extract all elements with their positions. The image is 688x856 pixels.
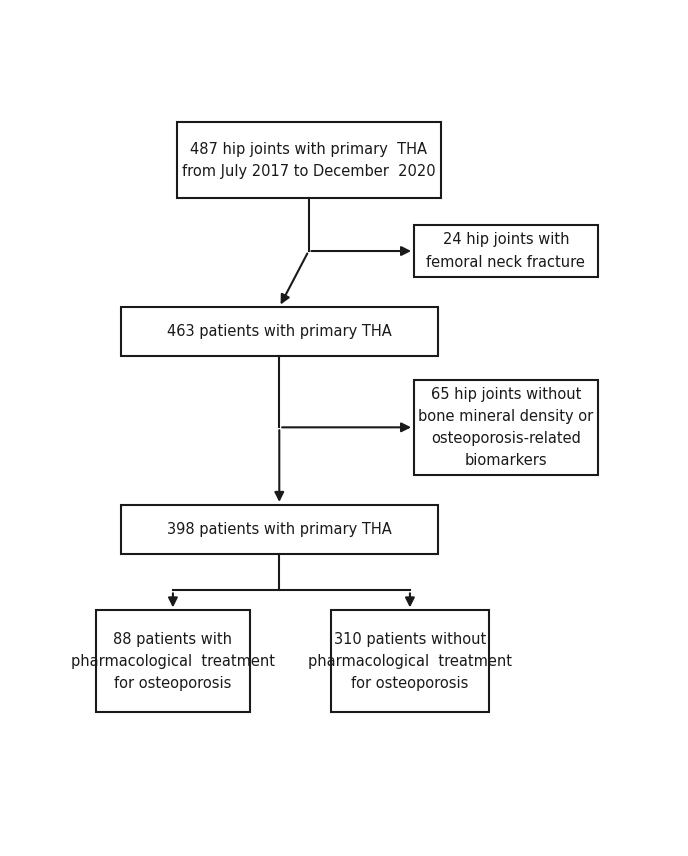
Text: 24 hip joints with
femoral neck fracture: 24 hip joints with femoral neck fracture: [427, 233, 585, 270]
FancyBboxPatch shape: [177, 122, 440, 199]
Text: 487 hip joints with primary  THA
from July 2017 to December  2020: 487 hip joints with primary THA from Jul…: [182, 142, 436, 179]
Text: 463 patients with primary THA: 463 patients with primary THA: [167, 324, 391, 339]
FancyBboxPatch shape: [414, 224, 598, 277]
Text: 310 patients without
pharmacological  treatment
for osteoporosis: 310 patients without pharmacological tre…: [308, 632, 512, 691]
FancyBboxPatch shape: [120, 307, 438, 356]
FancyBboxPatch shape: [96, 610, 250, 712]
Text: 398 patients with primary THA: 398 patients with primary THA: [167, 522, 391, 537]
FancyBboxPatch shape: [120, 505, 438, 554]
Text: 88 patients with
pharmacological  treatment
for osteoporosis: 88 patients with pharmacological treatme…: [71, 632, 275, 691]
Text: 65 hip joints without
bone mineral density or
osteoporosis-related
biomarkers: 65 hip joints without bone mineral densi…: [418, 387, 594, 468]
FancyBboxPatch shape: [332, 610, 488, 712]
FancyBboxPatch shape: [414, 379, 598, 475]
